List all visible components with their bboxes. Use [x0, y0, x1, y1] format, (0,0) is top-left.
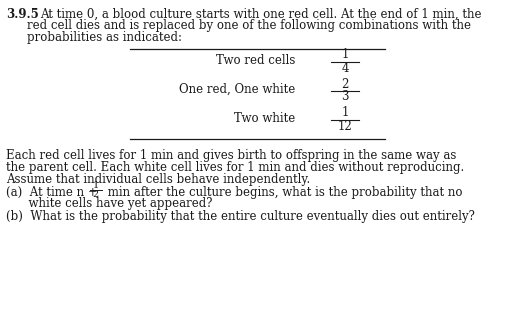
Text: 1: 1 — [341, 49, 348, 62]
Text: 3.9.5: 3.9.5 — [6, 8, 39, 21]
Text: At time 0, a blood culture starts with one red cell. At the end of 1 min, the: At time 0, a blood culture starts with o… — [40, 8, 482, 21]
Text: 3: 3 — [341, 91, 349, 103]
Text: Two red cells: Two red cells — [215, 54, 295, 67]
Text: Assume that individual cells behave independently.: Assume that individual cells behave inde… — [6, 172, 310, 185]
Text: (b)  What is the probability that the entire culture eventually dies out entirel: (b) What is the probability that the ent… — [6, 210, 475, 223]
Text: 1: 1 — [341, 107, 348, 120]
Text: One red, One white: One red, One white — [179, 83, 295, 96]
Text: (a)  At time n +: (a) At time n + — [6, 186, 102, 199]
Text: 4: 4 — [341, 62, 349, 75]
Text: 12: 12 — [338, 120, 353, 132]
Text: probabilities as indicated:: probabilities as indicated: — [27, 31, 182, 44]
Text: Two white: Two white — [234, 112, 295, 125]
Text: 1: 1 — [93, 181, 99, 190]
Text: Each red cell lives for 1 min and gives birth to offspring in the same way as: Each red cell lives for 1 min and gives … — [6, 150, 456, 162]
Text: the parent cell. Each white cell lives for 1 min and dies without reproducing.: the parent cell. Each white cell lives f… — [6, 161, 464, 174]
Text: white cells have yet appeared?: white cells have yet appeared? — [6, 198, 212, 211]
Text: min after the culture begins, what is the probability that no: min after the culture begins, what is th… — [104, 186, 462, 199]
Text: red cell dies and is replaced by one of the following combinations with the: red cell dies and is replaced by one of … — [27, 20, 471, 33]
Text: 2: 2 — [93, 190, 99, 199]
Text: 2: 2 — [341, 78, 348, 91]
